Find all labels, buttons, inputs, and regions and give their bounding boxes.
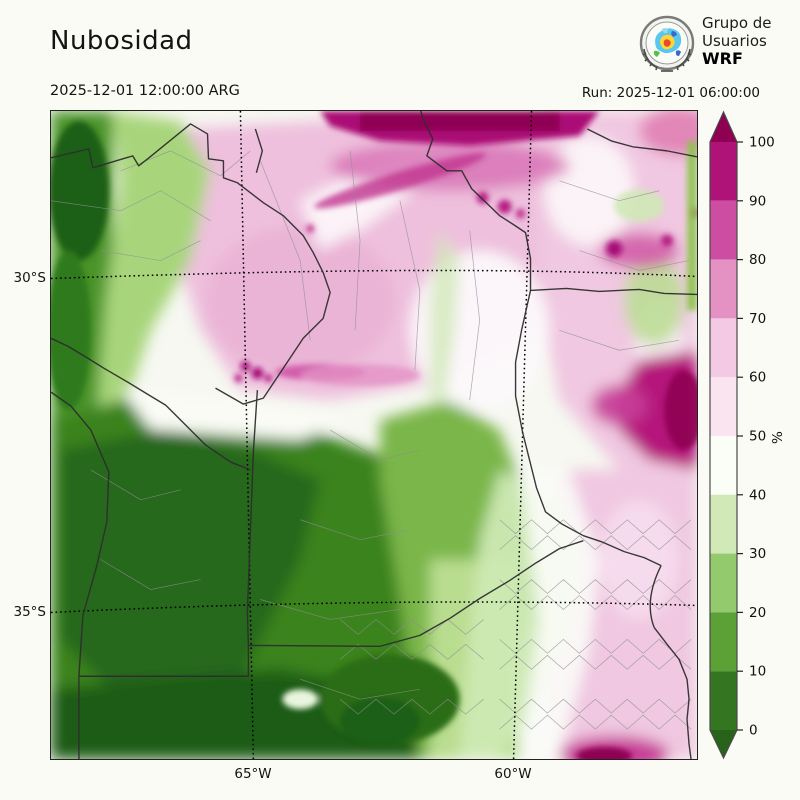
colorbar-tick-label: 60 [749, 370, 766, 386]
logo-laurel-icon [642, 48, 692, 72]
lon-label-65w: 65°W [234, 766, 272, 782]
page-title: Nubosidad [50, 26, 193, 56]
colorbar-segment [710, 612, 737, 672]
colorbar-unit-label: % [770, 431, 786, 444]
logo-line-3: WRF [702, 49, 743, 68]
colorbar-segment [710, 259, 737, 319]
province-boundaries [51, 111, 697, 759]
colorbar-segment [710, 377, 737, 436]
colorbar-segment [710, 436, 737, 495]
colorbar-tick-label: 0 [749, 723, 758, 739]
colorbar-tick-label: 50 [749, 429, 766, 445]
logo-radar-art [653, 28, 682, 57]
department-boundaries [51, 150, 692, 730]
colorbar-arrow-over [710, 112, 737, 142]
colorbar-segment [710, 200, 737, 260]
colorbar-tick-label: 70 [749, 311, 766, 327]
colorbar-tick-label: 90 [749, 193, 766, 209]
colorbar-tick-label: 40 [749, 487, 766, 503]
colorbar-segment [710, 553, 737, 613]
run-time-label: Run: 2025-12-01 06:00:00 [581, 85, 760, 101]
colorbar: 100 90 80 70 60 50 40 30 20 10 0 % [709, 110, 786, 760]
map-canvas [51, 111, 697, 759]
colorbar-segment [710, 494, 737, 554]
colorbar-tick-label: 100 [749, 135, 775, 151]
colorbar-segment [710, 142, 737, 201]
lat-label-30s: 30°S [13, 270, 47, 286]
colorbar-arrow-under [710, 730, 737, 758]
lon-label-60w: 60°W [494, 766, 532, 782]
wrf-users-group-logo-icon [639, 15, 695, 72]
map-plot-area [50, 110, 698, 760]
colorbar-segment [710, 318, 737, 378]
colorbar-tick-label: 10 [749, 664, 766, 680]
colorbar-tick-label: 20 [749, 605, 766, 621]
cloud-field-detail-layer [51, 111, 697, 759]
logo-line-2: Usuarios [702, 32, 767, 50]
logo-wordmark: Grupo de Usuarios WRF [702, 14, 772, 68]
colorbar-tick-label: 30 [749, 546, 766, 562]
lat-label-35s: 35°S [13, 604, 47, 620]
colorbar-segment [710, 671, 737, 730]
logo-line-1: Grupo de [702, 14, 772, 32]
colorbar-tick-label: 80 [749, 252, 766, 268]
colorbar-ticks [737, 141, 743, 731]
valid-time-label: 2025-12-01 12:00:00 ARG [50, 83, 240, 99]
